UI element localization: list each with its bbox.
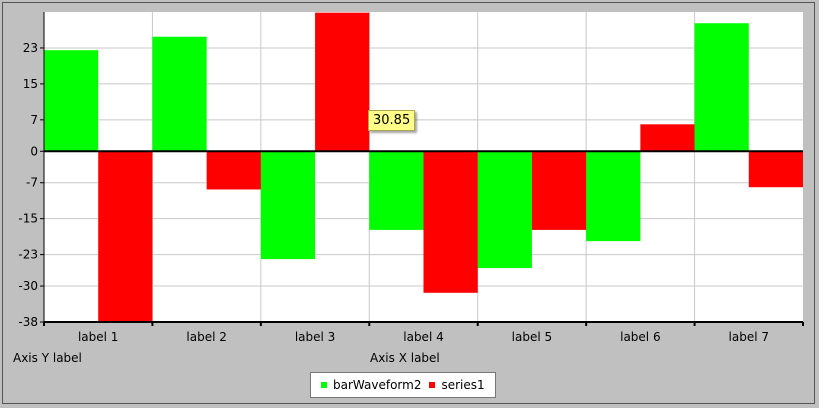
x-tick-label: label 2 bbox=[186, 330, 226, 344]
legend-label: barWaveform2 bbox=[333, 378, 422, 392]
x-tick-label: label 4 bbox=[403, 330, 443, 344]
x-tick-labels: label 1 label 2 label 3 label 4 label 5 label… bbox=[78, 330, 769, 344]
bar-series-a[interactable] bbox=[694, 23, 749, 152]
bar-series-a[interactable] bbox=[477, 151, 532, 269]
y-tick-label: -30 bbox=[18, 279, 38, 293]
bar-series-a[interactable] bbox=[260, 151, 316, 260]
y-tick-label: 0 bbox=[30, 144, 38, 158]
y-tick-label: -7 bbox=[26, 176, 38, 190]
value-tooltip: 30.85 bbox=[368, 110, 416, 131]
bar-series-b[interactable] bbox=[206, 151, 261, 190]
bar-series-b[interactable] bbox=[315, 12, 370, 152]
y-tick-label: -38 bbox=[18, 315, 38, 329]
bar-series-a[interactable] bbox=[586, 151, 641, 242]
bar-series-a[interactable] bbox=[369, 151, 424, 230]
x-tick-label: label 7 bbox=[729, 330, 769, 344]
x-tick-label: label 6 bbox=[620, 330, 660, 344]
bar-series-a[interactable] bbox=[44, 50, 99, 152]
x-tick-label: label 3 bbox=[295, 330, 335, 344]
y-tick-label: 15 bbox=[23, 77, 38, 91]
x-tick-label: label 1 bbox=[78, 330, 118, 344]
legend-item-series-a[interactable]: barWaveform2 bbox=[321, 378, 421, 392]
y-axis-title: Axis Y label bbox=[13, 351, 82, 365]
bar-series-a[interactable] bbox=[152, 36, 207, 152]
axes bbox=[40, 12, 804, 326]
y-tick-label: 23 bbox=[23, 41, 38, 55]
legend-swatch-icon bbox=[429, 382, 436, 388]
bar-series-b[interactable] bbox=[98, 151, 153, 322]
bar-series-b[interactable] bbox=[531, 151, 587, 230]
x-tick-label: label 5 bbox=[512, 330, 552, 344]
legend-label: series1 bbox=[441, 378, 485, 392]
y-tick-label: -23 bbox=[18, 248, 38, 262]
legend: barWaveform2 series1 bbox=[310, 372, 496, 398]
y-tick-label: 7 bbox=[30, 113, 38, 127]
y-tick-label: -15 bbox=[18, 212, 38, 226]
bar-series-b[interactable] bbox=[640, 124, 695, 152]
legend-swatch-icon bbox=[321, 382, 327, 388]
legend-item-series-b[interactable]: series1 bbox=[429, 378, 485, 392]
bar-series-b[interactable] bbox=[423, 151, 478, 293]
bar-series-b[interactable] bbox=[748, 151, 803, 188]
bars bbox=[44, 12, 803, 322]
y-tick-labels: 23 15 7 0 -7 -15 -23 -30 -38 bbox=[18, 41, 38, 329]
x-axis-title: Axis X label bbox=[370, 351, 440, 365]
